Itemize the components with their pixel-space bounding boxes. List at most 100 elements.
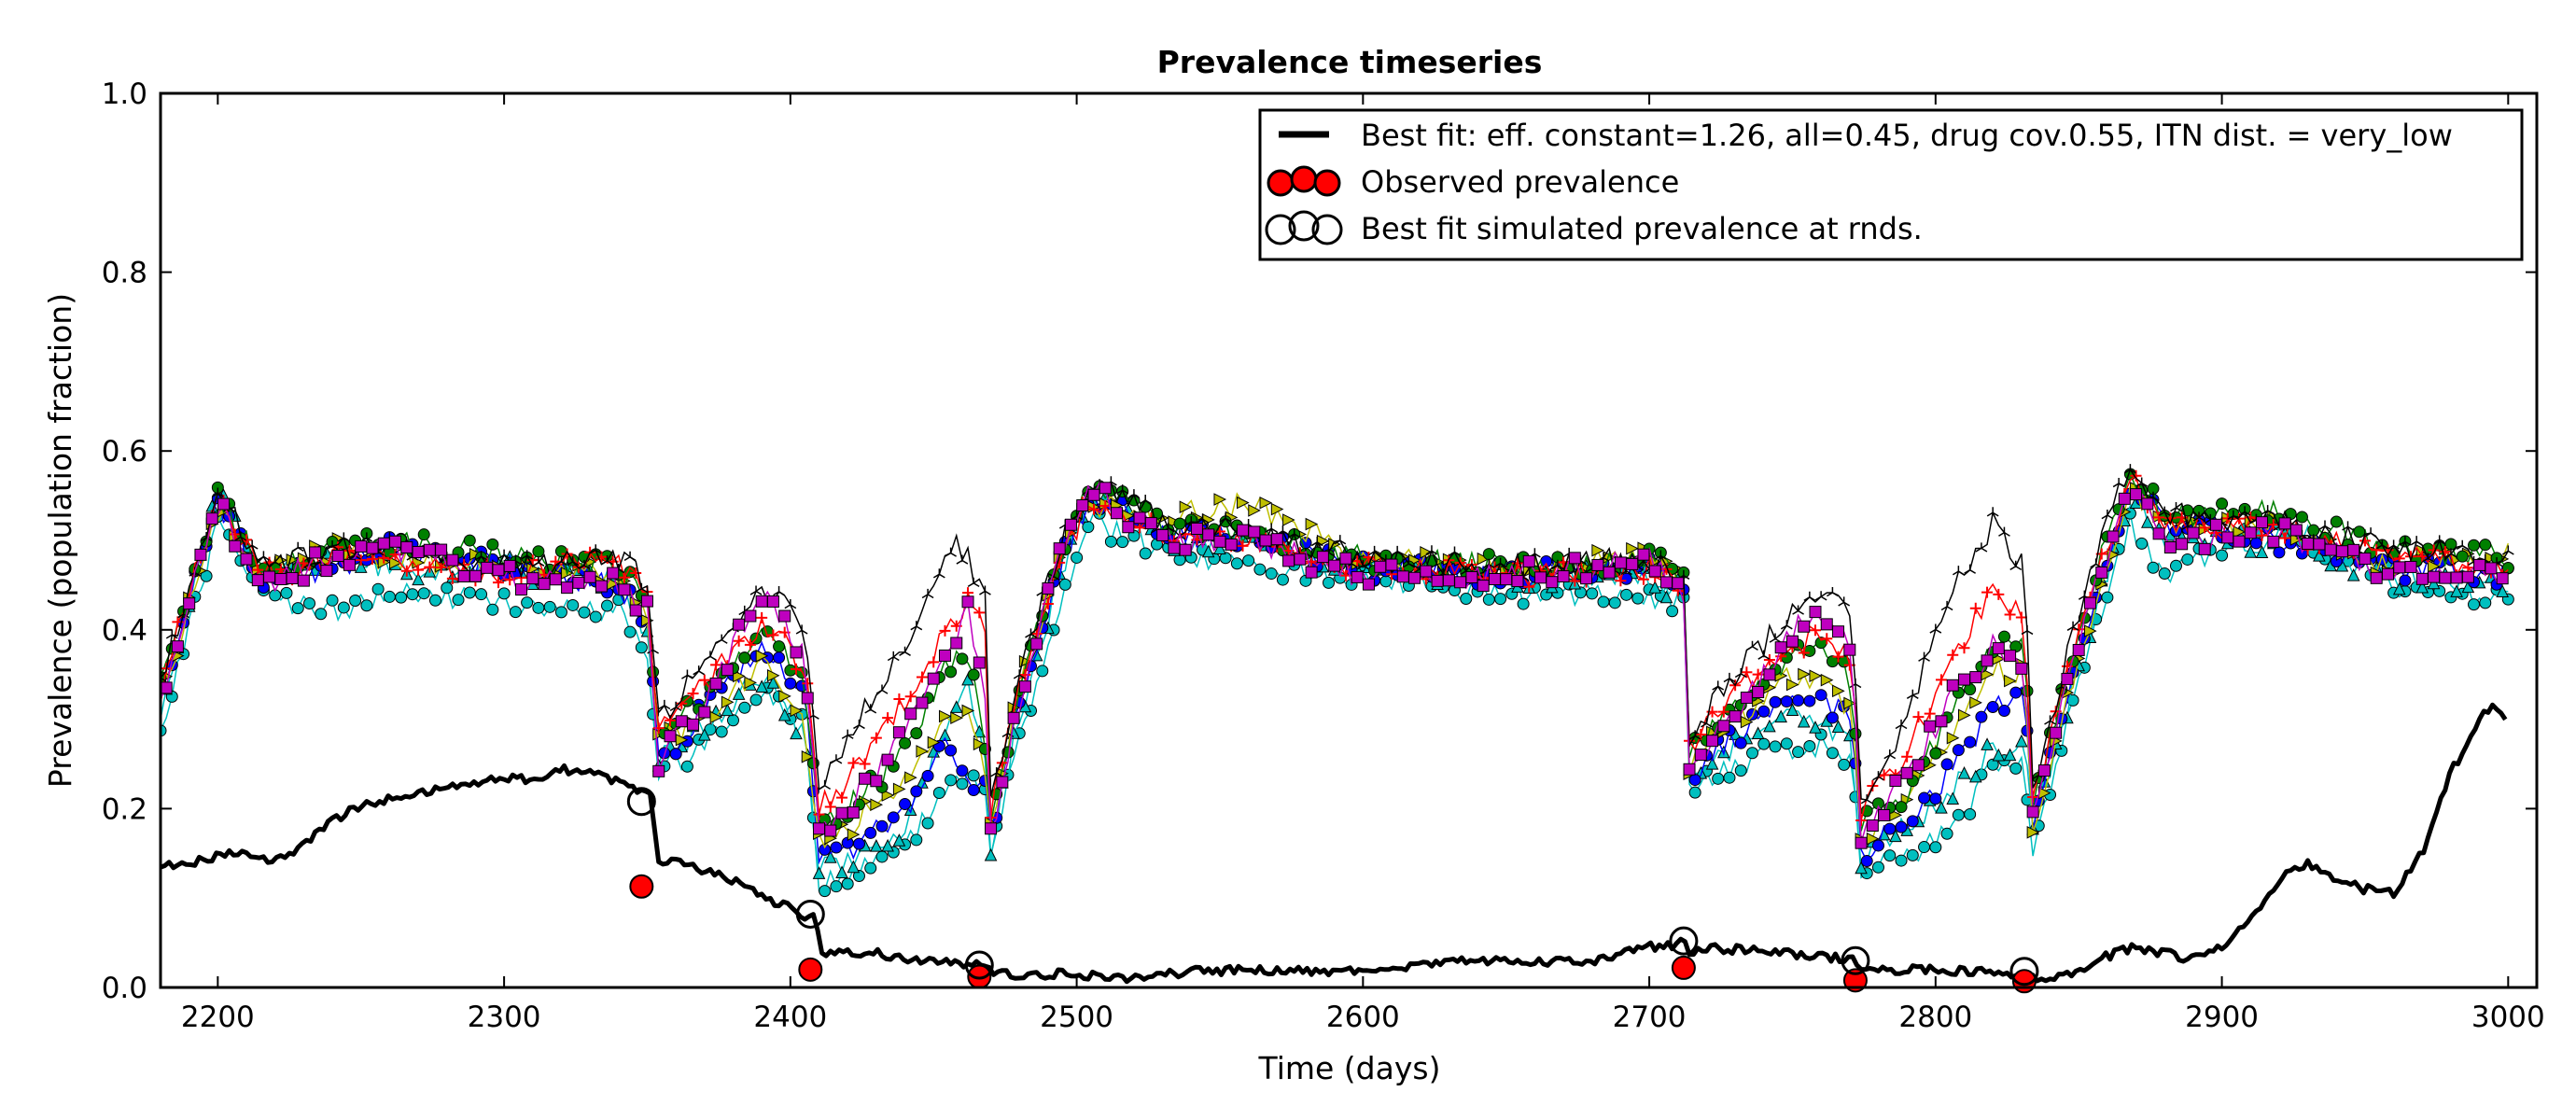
- replicate-marker: [1071, 551, 1084, 564]
- replicate-marker: [423, 543, 436, 556]
- replicate-marker: [967, 784, 980, 797]
- replicate-marker: [1723, 771, 1736, 784]
- replicate-marker: [554, 606, 567, 619]
- replicate-marker: [2061, 672, 2074, 685]
- replicate-marker: [1288, 528, 1301, 539]
- replicate-marker: [251, 574, 264, 587]
- replicate-marker: [1757, 737, 1771, 750]
- replicate-marker: [1780, 620, 1793, 630]
- replicate-marker: [2244, 545, 2258, 558]
- replicate-marker: [1752, 686, 1765, 699]
- replicate-marker: [2381, 567, 2394, 581]
- replicate-marker: [1104, 535, 1117, 548]
- replicate-marker: [2444, 538, 2457, 551]
- replicate-marker: [938, 649, 951, 662]
- replicate-marker: [1551, 559, 1564, 570]
- replicate-marker: [2353, 525, 2366, 539]
- replicate-series-layer: [161, 464, 2514, 898]
- replicate-marker: [2169, 559, 2182, 572]
- observed-point: [629, 874, 654, 899]
- replicate-marker: [326, 539, 339, 551]
- replicate-marker: [2124, 464, 2136, 474]
- replicate-marker: [1780, 651, 1793, 665]
- replicate-marker: [1403, 558, 1415, 568]
- replicate-marker: [366, 541, 379, 554]
- replicate-marker: [778, 690, 791, 703]
- replicate-marker: [1139, 547, 1152, 560]
- replicate-marker: [2095, 566, 2108, 579]
- replicate-marker: [1614, 556, 1627, 569]
- replicate-marker: [819, 885, 832, 898]
- replicate-marker: [475, 588, 488, 601]
- replicate-marker: [721, 664, 734, 677]
- replicate-marker: [2444, 548, 2457, 558]
- replicate-marker: [1798, 620, 1811, 633]
- replicate-marker: [2307, 524, 2320, 537]
- replicate-marker: [1259, 534, 1272, 547]
- replicate-marker: [1946, 791, 1960, 805]
- replicate-marker: [961, 704, 975, 718]
- x-tick-label: 2700: [1613, 1001, 1687, 1034]
- replicate-marker: [2107, 530, 2120, 543]
- replicate-marker: [744, 609, 757, 623]
- replicate-marker: [1820, 618, 1833, 631]
- replicate-marker: [640, 613, 654, 627]
- replicate-marker: [630, 567, 642, 580]
- replicate-marker: [1202, 528, 1215, 541]
- replicate-marker: [899, 646, 911, 656]
- replicate-marker: [2289, 533, 2303, 546]
- replicate-marker: [984, 847, 998, 861]
- replicate-marker: [755, 595, 768, 608]
- replicate-marker: [1522, 554, 1535, 567]
- replicate-marker: [1615, 575, 1627, 587]
- x-tick-label: 2300: [468, 1001, 541, 1034]
- replicate-marker: [1558, 556, 1570, 568]
- simulated-rounds-layer: [626, 787, 2039, 987]
- legend-simulated-marker: [1288, 210, 1320, 242]
- replicate-marker: [709, 677, 722, 690]
- replicate-marker: [1757, 705, 1771, 718]
- replicate-marker: [1379, 575, 1393, 588]
- replicate-marker: [1568, 552, 1581, 565]
- replicate-marker: [853, 719, 865, 730]
- replicate-marker: [555, 555, 567, 567]
- replicate-marker: [835, 865, 848, 879]
- replicate-marker: [2176, 538, 2189, 551]
- replicate-marker: [607, 567, 620, 580]
- replicate-marker: [1826, 711, 1839, 724]
- replicate-marker: [806, 709, 819, 720]
- replicate-marker: [1992, 642, 2005, 655]
- replicate-marker: [595, 580, 608, 593]
- replicate-marker: [1746, 640, 1758, 651]
- replicate-marker: [286, 571, 299, 584]
- replicate-marker: [733, 635, 745, 647]
- y-axis: 0.0 0.2 0.4 0.6 0.8 1.0: [102, 77, 2537, 1005]
- replicate-marker: [1729, 710, 1742, 723]
- replicate-marker: [1810, 624, 1821, 637]
- replicate-marker: [1734, 667, 1747, 679]
- replicate-marker: [2324, 543, 2337, 556]
- replicate-marker: [652, 764, 665, 777]
- replicate-marker: [773, 651, 786, 665]
- replicate-marker: [1717, 706, 1729, 718]
- replicate-marker: [171, 640, 184, 653]
- replicate-marker: [1449, 546, 1461, 556]
- replicate-marker: [669, 748, 682, 761]
- replicate-marker: [452, 594, 465, 607]
- replicate-marker: [1546, 576, 1559, 589]
- replicate-marker: [1785, 703, 1799, 717]
- replicate-marker: [354, 560, 368, 573]
- replicate-marker: [2439, 571, 2452, 584]
- replicate-marker: [1901, 750, 1913, 763]
- replicate-marker: [320, 565, 333, 578]
- replicate-marker: [2399, 574, 2412, 587]
- replicate-marker: [503, 559, 516, 572]
- replicate-marker: [698, 674, 710, 686]
- replicate-marker: [1517, 597, 1530, 610]
- simulated-point: [964, 950, 994, 980]
- replicate-marker: [1929, 747, 1942, 760]
- replicate-marker: [481, 561, 494, 574]
- replicate-marker: [1968, 769, 1982, 783]
- replicate-marker: [1986, 507, 1999, 517]
- replicate-marker: [406, 588, 419, 601]
